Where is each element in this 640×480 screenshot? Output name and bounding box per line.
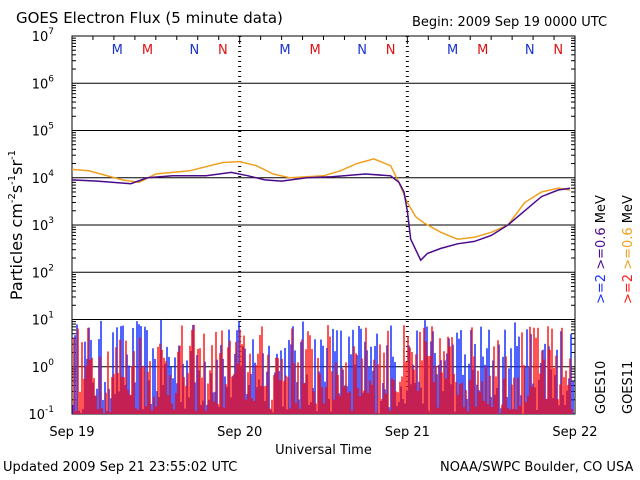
marker-m: M (477, 43, 488, 58)
y-tick-label: 102 (32, 263, 54, 281)
y-tick-label: 103 (32, 216, 54, 234)
footer-source: NOAA/SWPC Boulder, CO USA (440, 460, 634, 475)
marker-m: M (279, 43, 290, 58)
y-axis-label: Particles cm-2s-1sr-1 (7, 150, 26, 300)
x-axis-label: Universal Time (275, 443, 372, 458)
x-tick-label: Sep 20 (217, 425, 262, 440)
x-tick-label: Sep 22 (552, 425, 597, 440)
series-goes11-electron-0.6mev (71, 158, 571, 240)
y-tick-label: 10-1 (28, 405, 54, 423)
x-tick-label: Sep 21 (385, 425, 430, 440)
marker-n: N (218, 43, 228, 58)
legend-goes11-energies: >=2 >=0.6 MeV (621, 195, 636, 304)
goes11-proton-series (73, 324, 573, 414)
marker-m: M (447, 43, 458, 58)
legend-goes10-energies: >=2 >=0.6 MeV (594, 195, 609, 304)
marker-n: N (525, 43, 535, 58)
y-tick-label: 101 (32, 311, 54, 329)
marker-m: M (142, 43, 153, 58)
y-tick-label: 104 (32, 169, 55, 187)
marker-n: N (357, 43, 367, 58)
legend-goes11: GOES11 (621, 361, 636, 414)
marker-n: N (190, 43, 200, 58)
y-tick-label: 100 (32, 358, 55, 376)
goes-electron-flux-chart: 107 106 105 104 103 102 101 100 10-1 Sep 19 Sep 20… (7, 27, 636, 458)
y-tick-label: 107 (32, 27, 54, 45)
goes10-proton-series (72, 319, 574, 414)
begin-label: Begin: 2009 Sep 19 0000 UTC (412, 15, 608, 30)
marker-n: N (386, 43, 396, 58)
marker-m: M (112, 43, 123, 58)
y-tick-label: 105 (32, 122, 54, 140)
marker-m: M (310, 43, 321, 58)
chart-title: GOES Electron Flux (5 minute data) (16, 9, 283, 27)
series-goes10-electron-2mev (71, 171, 571, 262)
y-tick-label: 106 (32, 74, 55, 92)
legend-goes10: GOES10 (594, 361, 609, 414)
x-tick-label: Sep 19 (49, 425, 94, 440)
footer-updated: Updated 2009 Sep 21 23:55:02 UTC (3, 460, 238, 475)
marker-n: N (553, 43, 563, 58)
